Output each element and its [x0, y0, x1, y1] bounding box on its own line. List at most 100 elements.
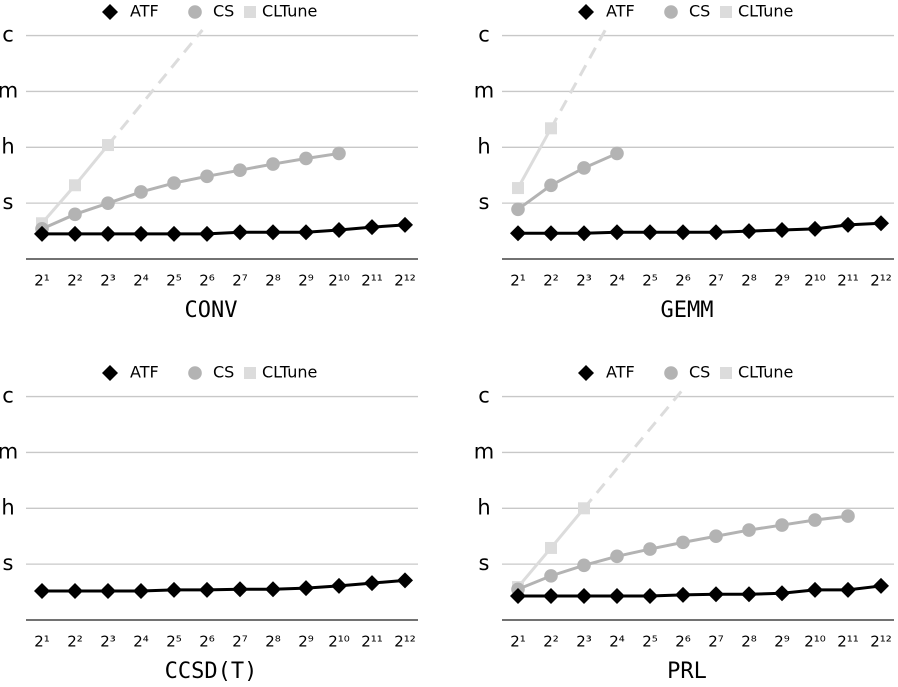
x-tick-label: 2⁴: [609, 633, 625, 651]
y-tick-label: h: [1, 134, 14, 158]
extrapolation-line: [549, 29, 607, 130]
x-tick-label: 2⁷: [708, 272, 724, 290]
x-tick-label: 2¹¹: [837, 633, 859, 651]
chart-title: CONV: [185, 298, 238, 323]
marker: [232, 224, 248, 241]
y-tick-label: c: [2, 384, 14, 408]
marker: [331, 577, 347, 594]
marker: [741, 586, 757, 603]
marker: [841, 509, 855, 523]
x-tick-label: 2⁴: [609, 272, 625, 290]
x-tick-label: 2⁸: [741, 633, 757, 651]
marker: [233, 163, 247, 177]
x-tick-label: 2⁶: [675, 633, 691, 651]
marker: [642, 224, 658, 241]
marker: [840, 216, 856, 233]
marker: [708, 224, 724, 241]
x-tick-label: 2⁹: [298, 272, 314, 290]
marker: [397, 572, 413, 589]
marker: [576, 587, 592, 604]
legend-marker: [102, 4, 118, 20]
marker: [397, 216, 413, 233]
extrapolation-line: [582, 390, 683, 510]
x-tick-label: 2¹⁰: [328, 272, 350, 290]
y-tick-label: s: [479, 190, 490, 214]
x-tick-label: 2⁴: [133, 633, 149, 651]
x-tick-label: 2³: [100, 633, 116, 651]
legend-label: CLTune: [262, 363, 317, 382]
y-tick-label: m: [474, 439, 494, 463]
marker: [511, 202, 525, 217]
marker: [232, 581, 248, 598]
series-line: [518, 221, 882, 235]
marker: [199, 581, 215, 598]
legend-marker: [720, 6, 732, 18]
marker: [741, 223, 757, 240]
x-tick-label: 2⁶: [199, 272, 215, 290]
y-tick-label: s: [3, 551, 14, 575]
legend-marker: [578, 4, 594, 20]
x-tick-label: 2⁵: [642, 272, 658, 290]
x-tick-label: 2⁵: [166, 272, 182, 290]
x-tick-label: 2³: [100, 272, 116, 290]
marker: [545, 122, 557, 135]
marker: [331, 221, 347, 238]
x-tick-label: 2¹¹: [361, 633, 383, 651]
marker: [609, 587, 625, 604]
marker: [199, 225, 215, 242]
y-tick-label: h: [477, 134, 490, 158]
y-tick-label: s: [479, 551, 490, 575]
marker: [510, 587, 526, 604]
x-tick-label: 2¹²: [870, 633, 892, 651]
x-tick-label: 2¹²: [394, 633, 416, 651]
x-tick-label: 2⁴: [133, 272, 149, 290]
marker: [134, 185, 148, 199]
marker: [34, 225, 50, 242]
x-tick-label: 2⁹: [774, 633, 790, 651]
marker: [873, 215, 889, 232]
marker: [774, 585, 790, 602]
legend-label: CLTune: [738, 2, 793, 21]
marker: [609, 224, 625, 241]
marker: [643, 542, 657, 556]
series-line: [42, 223, 406, 236]
legend-label: CLTune: [738, 363, 793, 382]
marker: [807, 220, 823, 237]
x-tick-label: 2¹: [510, 272, 526, 290]
marker: [166, 581, 182, 598]
marker: [299, 151, 313, 166]
marker: [102, 139, 114, 152]
marker: [298, 224, 314, 241]
legend-label: ATF: [606, 2, 635, 21]
x-tick-label: 2⁷: [232, 272, 248, 290]
legend-marker: [664, 366, 678, 380]
y-tick-label: c: [2, 23, 14, 47]
x-tick-label: 2¹: [34, 272, 50, 290]
marker: [676, 535, 690, 550]
x-tick-label: 2³: [576, 633, 592, 651]
chart-title: PRL: [667, 659, 707, 684]
x-tick-label: 2³: [576, 272, 592, 290]
x-tick-label: 2¹¹: [361, 272, 383, 290]
x-tick-label: 2⁸: [265, 633, 281, 651]
marker: [100, 225, 116, 242]
marker: [807, 581, 823, 598]
x-tick-label: 2²: [67, 272, 83, 290]
marker: [133, 582, 149, 599]
series-line: [42, 578, 406, 593]
marker: [166, 225, 182, 242]
x-tick-label: 2¹⁰: [328, 633, 350, 651]
marker: [68, 207, 82, 222]
y-tick-label: m: [474, 78, 494, 102]
legend-marker: [244, 6, 256, 18]
chart-title: CCSD(T): [165, 659, 258, 684]
x-tick-label: 2²: [543, 272, 559, 290]
legend-marker: [244, 367, 256, 379]
marker: [545, 541, 557, 554]
marker: [364, 575, 380, 592]
y-tick-label: h: [477, 495, 490, 519]
series-line: [516, 127, 553, 189]
y-tick-label: s: [3, 190, 14, 214]
series-line: [518, 584, 882, 598]
legend-marker: [102, 365, 118, 381]
